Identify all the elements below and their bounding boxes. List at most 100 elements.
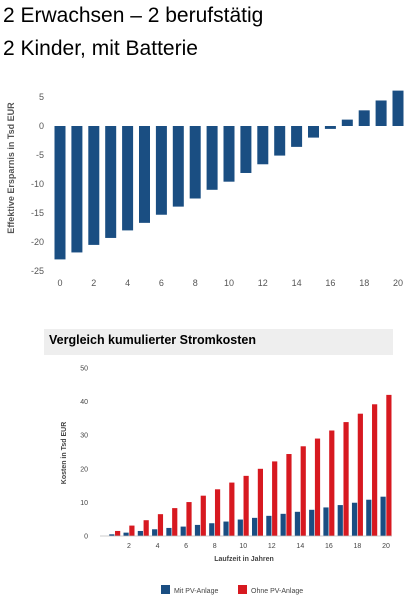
cost-bar-mit-pv — [309, 509, 315, 536]
savings-bar — [189, 126, 201, 199]
cost-bar-ohne-pv — [115, 530, 121, 536]
savings-bar — [392, 90, 404, 126]
cost-bar-ohne-pv — [329, 430, 335, 536]
savings-bar — [223, 126, 235, 182]
savings-bar — [324, 126, 336, 129]
savings-bar — [257, 126, 269, 165]
savings-chart-x-ticks: 0 2 4 6 8 10 12 14 16 18 20 — [57, 278, 403, 288]
savings-chart-x-tick: 12 — [258, 278, 268, 288]
cost-bar-mit-pv — [237, 519, 243, 536]
cost-chart-x-tick: 14 — [296, 543, 304, 550]
savings-chart-x-tick: 0 — [57, 278, 62, 288]
savings-chart-x-tick: 4 — [125, 278, 130, 288]
cost-chart-x-tick: 8 — [213, 543, 217, 550]
cost-bar-mit-pv — [152, 529, 158, 536]
cost-chart-bars — [109, 394, 392, 536]
savings-chart-y-tick: -15 — [31, 208, 44, 218]
savings-chart-x-tick: 8 — [193, 278, 198, 288]
cost-bar-mit-pv — [180, 526, 186, 536]
heading-household: 2 Erwachsen – 2 berufstätig — [3, 4, 264, 27]
cost-chart-y-ticks: 0 10 20 30 40 50 — [80, 366, 88, 541]
cost-chart-x-tick: 10 — [239, 543, 247, 550]
cost-bar-ohne-pv — [157, 514, 164, 536]
cost-bar-ohne-pv — [186, 502, 192, 536]
savings-chart-x-tick: 16 — [325, 278, 335, 288]
savings-bar — [172, 126, 184, 207]
savings-chart-x-tick: 2 — [91, 278, 96, 288]
cost-chart: Kosten in Tsd EUR Laufzeit in Jahren 0 10… — [61, 366, 392, 595]
savings-chart-y-tick: -25 — [31, 266, 44, 276]
cost-chart-x-tick: 2 — [127, 543, 131, 550]
savings-bar — [341, 119, 353, 126]
heading-household-details: 2 Kinder, mit Batterie — [3, 37, 198, 60]
cost-chart-title: Vergleich kumulierter Stromkosten — [49, 333, 257, 347]
cost-bar-ohne-pv — [272, 461, 278, 536]
cost-chart-y-tick: 40 — [80, 399, 88, 406]
cost-bar-ohne-pv — [386, 394, 392, 536]
cost-bar-ohne-pv — [200, 495, 206, 536]
cost-chart-y-tick: 10 — [80, 500, 88, 507]
cost-chart-x-ticks: 2 4 6 8 10 12 14 16 18 20 — [127, 543, 390, 550]
cost-bar-ohne-pv — [172, 508, 178, 536]
savings-bar — [375, 100, 387, 126]
legend-swatch-ohne-pv — [238, 585, 247, 594]
legend-label-mit-pv: Mit PV-Anlage — [174, 588, 218, 595]
cost-bar-ohne-pv — [229, 482, 235, 536]
savings-bar — [240, 126, 252, 173]
savings-chart: Effektive Ersparnis in Tsd EUR 5 0 -5 -10 -1… — [6, 90, 404, 288]
cost-bar-mit-pv — [123, 532, 129, 536]
cost-bar-ohne-pv — [314, 438, 321, 536]
cost-bar-mit-pv — [137, 530, 143, 536]
savings-chart-x-tick: 6 — [159, 278, 164, 288]
savings-bar — [71, 126, 83, 253]
cost-chart-y-tick: 50 — [80, 366, 88, 373]
cost-chart-y-tick: 0 — [84, 534, 88, 541]
cost-chart-x-tick: 16 — [325, 543, 333, 550]
cost-bar-mit-pv — [223, 521, 229, 536]
cost-bar-ohne-pv — [143, 520, 149, 536]
cost-chart-legend: Mit PV-Anlage Ohne PV-Anlage — [161, 585, 303, 595]
savings-bar — [274, 126, 286, 156]
cost-bar-ohne-pv — [372, 404, 378, 536]
cost-bar-mit-pv — [194, 524, 201, 536]
savings-bar — [358, 110, 370, 126]
cost-bar-mit-pv — [252, 517, 258, 536]
cost-bar-ohne-pv — [129, 525, 135, 536]
savings-chart-y-ticks: 5 0 -5 -10 -15 -20 -25 — [31, 92, 44, 276]
cost-bar-mit-pv — [280, 513, 286, 536]
cost-chart-x-tick: 12 — [268, 543, 276, 550]
cost-bar-mit-pv — [209, 523, 215, 536]
savings-bar — [155, 126, 167, 215]
cost-bar-ohne-pv — [243, 475, 249, 536]
cost-chart-x-tick: 18 — [354, 543, 362, 550]
cost-chart-title-bar: Vergleich kumulierter Stromkosten — [44, 329, 393, 355]
savings-bar — [206, 126, 218, 190]
cost-chart-x-tick: 20 — [382, 543, 390, 550]
savings-bar — [291, 126, 303, 147]
cost-bar-mit-pv — [323, 507, 329, 536]
cost-bar-mit-pv — [366, 499, 372, 536]
cost-bar-ohne-pv — [357, 413, 363, 536]
cost-chart-y-tick: 30 — [80, 433, 88, 440]
savings-chart-y-tick: -10 — [31, 179, 44, 189]
savings-chart-y-axis-label: Effektive Ersparnis in Tsd EUR — [6, 102, 16, 234]
savings-chart-y-tick: 0 — [39, 121, 44, 131]
cost-bar-mit-pv — [337, 505, 343, 536]
cost-bar-mit-pv — [351, 502, 358, 536]
savings-chart-y-tick: 5 — [39, 92, 44, 102]
savings-bar — [308, 126, 319, 138]
savings-chart-bars — [54, 90, 404, 260]
cost-bar-mit-pv — [166, 527, 172, 536]
cost-chart-x-tick: 4 — [156, 543, 160, 550]
savings-chart-y-tick: -5 — [36, 150, 44, 160]
savings-chart-x-tick: 20 — [393, 278, 403, 288]
savings-chart-x-tick: 18 — [359, 278, 369, 288]
cost-bar-mit-pv — [294, 511, 301, 536]
savings-bar — [54, 126, 66, 260]
cost-bar-ohne-pv — [214, 489, 221, 536]
savings-bar — [139, 126, 150, 223]
cost-bar-mit-pv — [109, 534, 115, 536]
legend-label-ohne-pv: Ohne PV-Anlage — [251, 588, 303, 595]
savings-bar — [122, 126, 134, 231]
cost-bar-mit-pv — [380, 496, 386, 536]
